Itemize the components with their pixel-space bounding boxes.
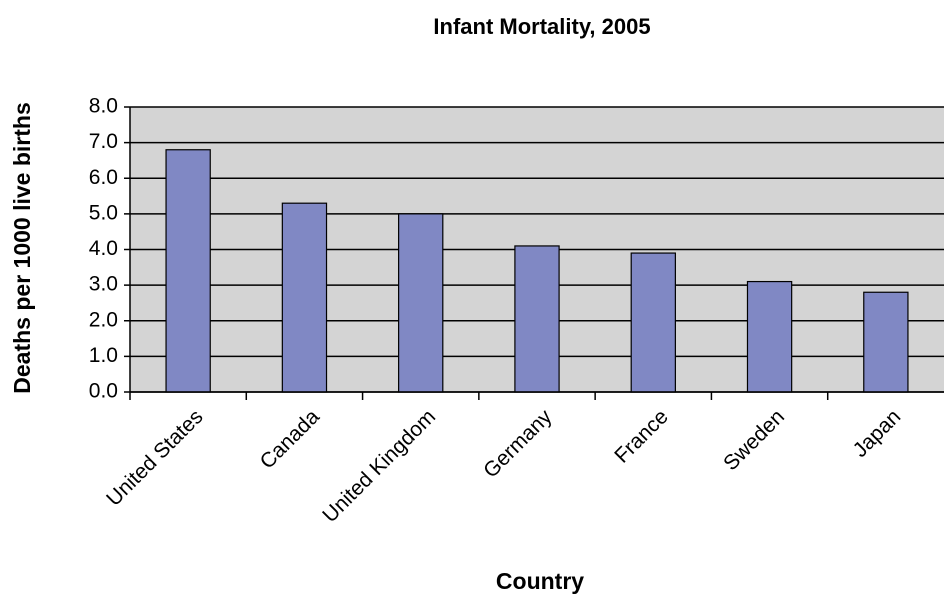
y-tick-label: 3.0 (89, 273, 118, 296)
bar (281, 202, 328, 393)
y-tick-label: 2.0 (89, 308, 118, 331)
bar (863, 291, 909, 393)
y-tick-label: 5.0 (89, 201, 118, 224)
bar (398, 213, 444, 393)
y-tick-label: 4.0 (89, 237, 118, 260)
bar (630, 252, 676, 393)
y-tick-label: 0.0 (89, 380, 118, 403)
x-tick-label: France (610, 405, 672, 467)
y-tick-label: 8.0 (89, 95, 118, 118)
x-tick-label: United Kingdom (318, 405, 440, 527)
chart-title: Infant Mortality, 2005 (433, 14, 650, 39)
bar (514, 245, 560, 393)
x-tick-label: Japan (849, 405, 906, 462)
y-tick-label: 6.0 (89, 166, 118, 189)
y-axis-title: Deaths per 1000 live births (9, 102, 35, 393)
x-tick-label: United States (102, 405, 207, 510)
x-axis-title: Country (496, 568, 584, 594)
bar (746, 280, 793, 393)
y-tick-label: 1.0 (89, 344, 118, 367)
x-tick-label: Sweden (719, 405, 789, 475)
x-tick-label: Canada (256, 405, 325, 474)
x-tick-label: Germany (479, 405, 557, 483)
y-tick-label: 7.0 (89, 130, 118, 153)
bar (165, 149, 211, 393)
